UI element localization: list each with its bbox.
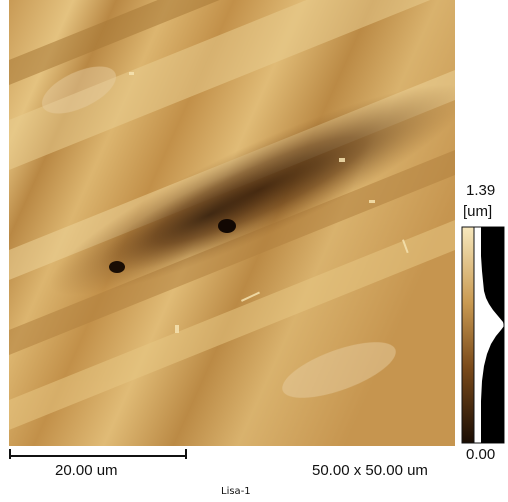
afm-height-map-image <box>9 0 455 446</box>
scale-bar-line <box>9 455 187 457</box>
colorbar-gradient <box>461 226 475 444</box>
colorbar-unit-label: [um] <box>463 203 493 220</box>
height-histogram <box>481 227 504 443</box>
sample-name-label: Lisa-1 <box>221 486 251 497</box>
scan-size-label: 50.00 x 50.00 um <box>312 462 428 479</box>
colorbar-min-label: 0.00 <box>466 446 496 463</box>
colorbar-max-label: 1.39 <box>466 182 496 199</box>
scale-bar-label: 20.00 um <box>55 462 118 479</box>
height-colorbar <box>461 226 505 444</box>
scale-bar-right-cap <box>185 449 187 459</box>
scale-bar-left-cap <box>9 449 11 459</box>
